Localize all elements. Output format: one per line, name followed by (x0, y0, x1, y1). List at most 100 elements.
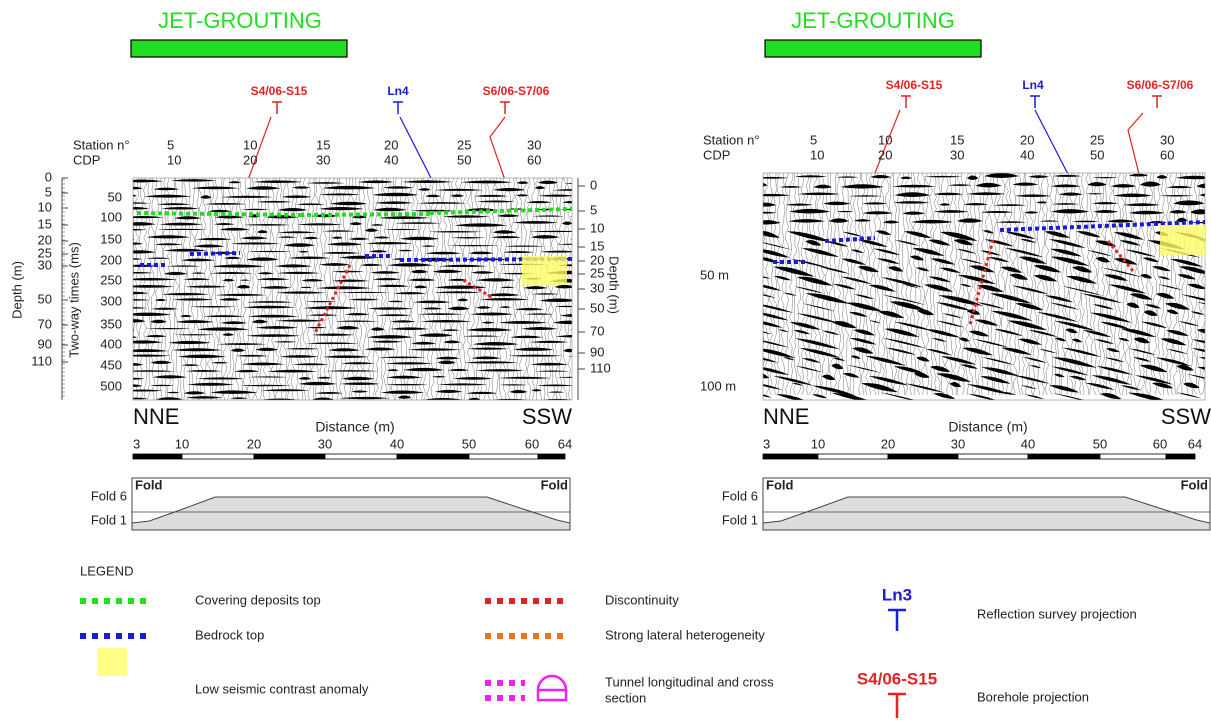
scale-tick-label: 3 (763, 436, 770, 451)
station-label: Station n° (73, 137, 130, 152)
right-depth-tick-label: 10 (590, 220, 604, 235)
time-tick-label: 400 (100, 336, 122, 351)
scale-tick-label: 40 (390, 436, 404, 451)
legend-item: Reflection survey projection (977, 606, 1137, 621)
marker-label: S6/06-S7/06 (483, 84, 550, 98)
legend-swatch (97, 648, 127, 676)
marker-label: S4/06-S15 (886, 78, 943, 92)
reflector (753, 268, 763, 271)
cdp-number: 40 (1020, 147, 1034, 162)
cdp-label: CDP (73, 152, 100, 167)
scale-tick-label: 60 (1153, 436, 1167, 451)
station-number: 5 (810, 132, 817, 147)
scale-segment (133, 454, 182, 459)
depth-tick-label: 15 (38, 216, 52, 231)
legend-symbol: Ln3 (882, 585, 912, 604)
cdp-label: CDP (703, 147, 730, 162)
station-number: 25 (457, 137, 471, 152)
scale-segment (325, 454, 397, 459)
fold-title: Fold (135, 477, 162, 492)
station-number: 25 (1090, 132, 1104, 147)
fold-level: Fold 1 (722, 512, 758, 527)
right-depth-tick-label: 50 (590, 300, 604, 315)
anomaly (522, 256, 567, 285)
depth-tick-label: 10 (38, 199, 52, 214)
legend-item: Bedrock top (195, 627, 264, 642)
jet-grouting-bar (765, 40, 981, 57)
station-number: 10 (243, 137, 257, 152)
right-depth-tick-label: 70 (590, 323, 604, 338)
panel-title: JET-GROUTING (791, 8, 955, 33)
time-tick-label: 500 (100, 378, 122, 393)
scale-tick-label: 30 (318, 436, 332, 451)
scale-tick-label: 20 (881, 436, 895, 451)
scale-segment (254, 454, 325, 459)
scale-tick-label: 20 (247, 436, 261, 451)
direction-label: SSW (1161, 404, 1211, 429)
scale-segment (763, 454, 818, 459)
time-tick-label: 250 (100, 272, 122, 287)
time-tick-label: 100 (100, 209, 122, 224)
fold-title: Fold (1181, 477, 1208, 492)
right-depth-tick-label: 5 (590, 202, 597, 217)
anomaly (1160, 225, 1205, 255)
cdp-number: 40 (384, 152, 398, 167)
legend-symbol-t (888, 610, 906, 631)
time-tick-label: 300 (100, 293, 122, 308)
marker-symbol (1152, 96, 1162, 108)
fold-title: Fold (541, 477, 568, 492)
fold-level: Fold 6 (722, 488, 758, 503)
right-depth-tick-label: 15 (590, 238, 604, 253)
cdp-number: 20 (243, 152, 257, 167)
depth-tick-label: 50 (38, 291, 52, 306)
depth-tick-label: 90 (38, 336, 52, 351)
scale-tick-label: 10 (811, 436, 825, 451)
scale-segment (1166, 454, 1195, 459)
cdp-number: 30 (950, 147, 964, 162)
legend-item: Borehole projection (977, 689, 1089, 704)
legend-symbol: S4/06-S15 (857, 669, 937, 688)
scale-tick-label: 64 (558, 436, 572, 451)
fold-level: Fold 6 (91, 488, 127, 503)
station-label: Station n° (703, 132, 760, 147)
legend-item: Low seismic contrast anomaly (195, 681, 369, 696)
time-tick-label: 200 (100, 252, 122, 267)
seismic-section (123, 178, 614, 401)
scale-segment (469, 454, 538, 459)
cdp-number: 50 (457, 152, 471, 167)
reflector (123, 328, 134, 332)
depth-tick-label: 70 (38, 316, 52, 331)
marker-symbol (1030, 96, 1040, 108)
reflector (570, 215, 609, 217)
marker-label: Ln4 (387, 84, 409, 98)
depth-tick-label: 0 (45, 169, 52, 184)
distance-label: Distance (m) (948, 419, 1027, 435)
station-number: 20 (384, 137, 398, 152)
marker-line (490, 117, 505, 180)
reflector (1205, 321, 1211, 324)
depth-label: 50 m (700, 267, 729, 282)
scale-tick-label: 50 (1093, 436, 1107, 451)
direction-label: SSW (522, 404, 572, 429)
marker-line (400, 117, 432, 180)
marker-line (1035, 110, 1070, 178)
scale-tick-label: 10 (175, 436, 189, 451)
time-tick-label: 50 (108, 189, 122, 204)
right-depth-tick-label: 25 (590, 265, 604, 280)
scale-tick-label: 40 (1021, 436, 1035, 451)
depth-tick-label: 30 (38, 257, 52, 272)
seismic-section (753, 173, 1211, 403)
right-axis-title: Depth (m) (607, 256, 622, 314)
station-number: 15 (316, 137, 330, 152)
time-tick-label: 150 (100, 231, 122, 246)
cdp-number: 50 (1090, 147, 1104, 162)
cdp-number: 60 (1160, 147, 1174, 162)
scale-segment (397, 454, 469, 459)
legend-item: Strong lateral heterogeneity (605, 627, 765, 642)
marker-label: S6/06-S7/06 (1127, 78, 1194, 92)
right-depth-tick-label: 110 (590, 360, 611, 375)
direction-label: NNE (133, 404, 179, 429)
depth-tick-label: 110 (31, 353, 52, 368)
station-number: 30 (1160, 132, 1174, 147)
marker-symbol (393, 102, 403, 114)
